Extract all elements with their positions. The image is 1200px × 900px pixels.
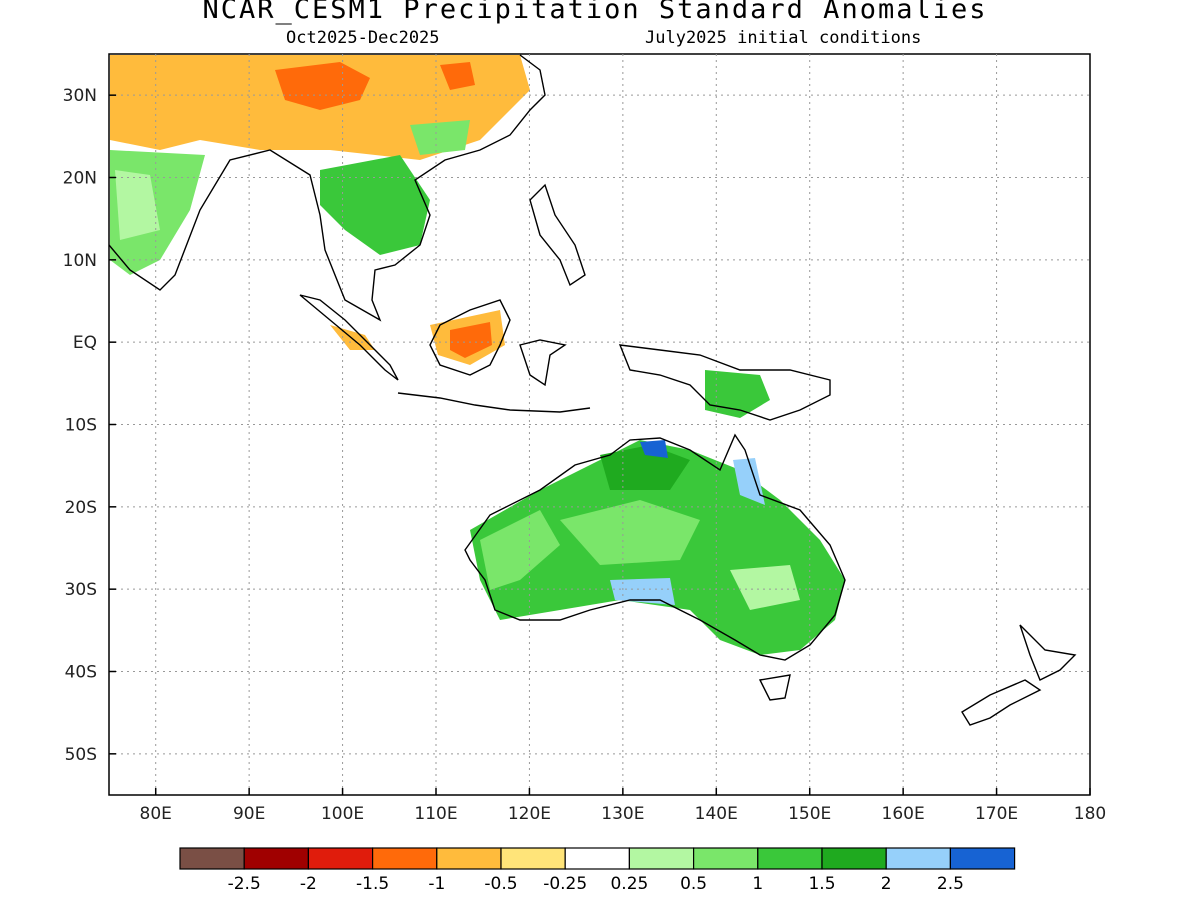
shade-india-weak: [115, 170, 160, 240]
map-frame: [108, 53, 1091, 796]
lon-tick-label: 160E: [882, 804, 925, 824]
colorbar-swatch: [372, 847, 438, 870]
coast-java: [397, 392, 591, 413]
colorbar-swatch: [243, 847, 309, 870]
colorbar-swatch: [885, 847, 952, 870]
lat-tick-label: 30N: [63, 86, 97, 106]
coast-sumatra: [299, 294, 399, 381]
coast-philippines: [529, 183, 586, 287]
colorbar-swatch: [307, 847, 374, 870]
colorbar-label: -1: [428, 874, 445, 894]
colorbar-swatch: [821, 847, 887, 870]
shade-sumatra-negative: [330, 325, 375, 350]
anomaly-shading: [110, 55, 845, 655]
lon-tick-label: 90E: [233, 804, 265, 824]
colorbar-label: 0.5: [680, 874, 707, 894]
lon-tick-label: 120E: [508, 804, 551, 824]
colorbar-swatch: [757, 847, 823, 870]
lat-tick-label: 50S: [65, 745, 97, 765]
shade-indochina-positive: [320, 155, 430, 255]
shade-borneo-strong: [450, 322, 492, 358]
coast-newzealand-south: [961, 679, 1042, 726]
lat-tick-label: 10S: [65, 416, 97, 436]
shade-china-green: [410, 120, 470, 155]
shade-strong-negative: [275, 62, 370, 110]
colorbar-swatch: [949, 847, 1016, 870]
lon-tick-label: 150E: [788, 804, 831, 824]
coast-borneo: [429, 299, 511, 376]
colorbar-label: 2.5: [937, 874, 964, 894]
forecast-period: Oct2025-Dec2025: [286, 28, 440, 48]
axis-ticks: 80E 90E 100E 110E 120E 130E 140E 150E 160E 170E 18…: [63, 86, 1107, 824]
colorbar-swatch: [500, 847, 566, 870]
lon-tick-label: 110E: [414, 804, 457, 824]
coast-newguinea: [618, 344, 831, 421]
shade-cape-york-blue: [733, 458, 765, 505]
shade-australia-south-blue: [610, 578, 675, 605]
coast-newzealand-north: [1019, 624, 1077, 681]
lat-tick-label: 30S: [65, 580, 97, 600]
colorbar-label: -1.5: [356, 874, 389, 894]
colorbar-label: -0.5: [484, 874, 517, 894]
lon-tick-label: 130E: [601, 804, 644, 824]
shade-newguinea-positive: [705, 370, 770, 418]
coast-sulawesi: [519, 339, 567, 387]
lat-tick-label: EQ: [73, 333, 97, 353]
lat-tick-label: 40S: [65, 663, 97, 683]
coast-asia: [108, 54, 546, 322]
colorbar-swatch: [179, 847, 245, 870]
colorbar-swatch: [628, 847, 695, 870]
colorbar-swatch: [564, 847, 631, 870]
shade-australia-east-weak: [730, 565, 800, 610]
lon-tick-label: 170E: [975, 804, 1018, 824]
coastlines: [108, 54, 1077, 726]
lat-tick-label: 20S: [65, 498, 97, 518]
colorbar-label: -0.25: [543, 874, 587, 894]
lat-tick-label: 20N: [63, 169, 97, 189]
lon-tick-label: 180: [1074, 804, 1106, 824]
initial-conditions: July2025 initial conditions: [645, 28, 922, 48]
colorbar: -2.5 -2 -1.5 -1 -0.5 -0.25 0.25 0.5 1 1.5 2 2.5: [179, 847, 1016, 894]
shade-australia-west-weak: [480, 510, 560, 590]
lon-tick-label: 80E: [140, 804, 172, 824]
colorbar-label: -2: [300, 874, 317, 894]
shade-moderate-negative: [440, 62, 475, 90]
lon-tick-label: 140E: [695, 804, 738, 824]
map-title: NCAR_CESM1 Precipitation Standard Anomal…: [202, 0, 988, 25]
colorbar-label: 1: [752, 874, 763, 894]
colorbar-label: 1.5: [808, 874, 835, 894]
colorbar-swatch: [692, 847, 759, 870]
coast-tasmania: [758, 674, 791, 701]
shade-australia-center-weak: [560, 500, 700, 565]
lon-tick-label: 100E: [321, 804, 364, 824]
colorbar-label: -2.5: [228, 874, 261, 894]
colorbar-swatch: [436, 847, 502, 870]
colorbar-label: 2: [881, 874, 892, 894]
shade-arnhem-blue: [640, 440, 668, 458]
colorbar-label: 0.25: [610, 874, 648, 894]
gridlines: [109, 54, 1090, 795]
coast-australia: [464, 433, 846, 661]
lat-tick-label: 10N: [63, 251, 97, 271]
